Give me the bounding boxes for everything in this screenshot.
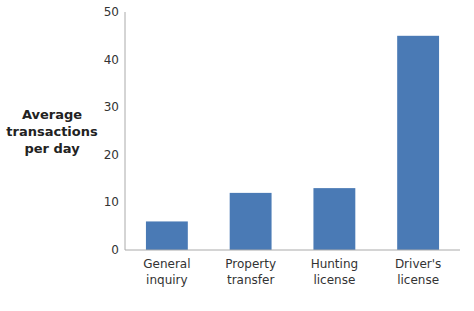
y-axis-label: Averagetransactionsper day (6, 107, 98, 156)
y-tick-label: 20 (104, 148, 119, 162)
bar (230, 193, 272, 250)
x-axis-line (125, 250, 460, 251)
y-tick-label: 0 (111, 243, 119, 257)
x-tick-label: Huntinglicense (311, 257, 359, 287)
y-axis-line (125, 12, 126, 250)
y-tick-label: 10 (104, 195, 119, 209)
x-ticks: Generalinquiry Propertytransfer Huntinglic… (143, 257, 441, 287)
x-tick-label: Propertytransfer (225, 257, 276, 287)
y-ticks: 0 10 20 30 40 50 (104, 5, 119, 257)
y-tick-label: 50 (104, 5, 119, 19)
chart: 0 10 20 30 40 50 Generalinquiry Propertytransfe… (0, 0, 474, 311)
x-tick-label: Driver'slicense (395, 257, 441, 287)
bar (397, 36, 439, 250)
bars (146, 36, 439, 250)
y-tick-label: 30 (104, 100, 119, 114)
y-tick-label: 40 (104, 53, 119, 67)
x-tick-label: Generalinquiry (143, 257, 190, 287)
bar (313, 188, 355, 250)
bar (146, 221, 188, 250)
